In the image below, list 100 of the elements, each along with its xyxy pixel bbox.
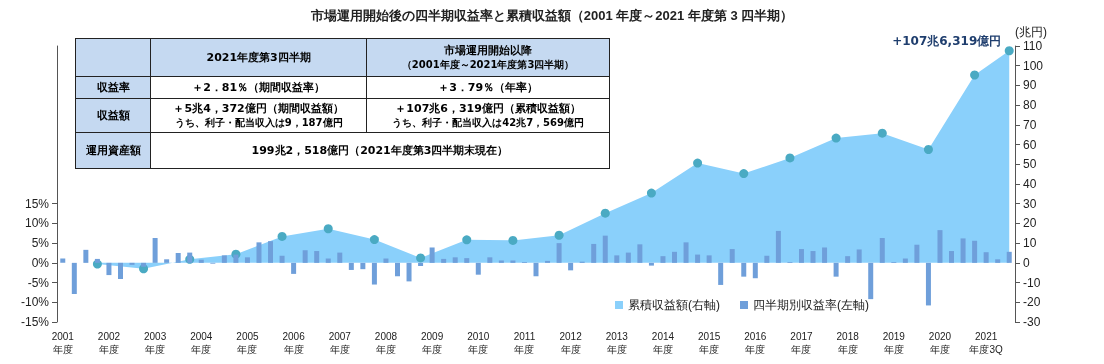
x-tick-label: 2002年度 bbox=[97, 331, 121, 355]
x-tick-label: 2009年度 bbox=[421, 331, 444, 355]
bar bbox=[464, 258, 470, 263]
bar bbox=[614, 255, 620, 263]
bar bbox=[833, 262, 839, 277]
y-tick-label: 15% bbox=[24, 196, 50, 211]
annotation: ＋2．81％（期間収益率） bbox=[150, 76, 367, 99]
annotation: ＋107兆6，319億円（累積収益額） bbox=[395, 102, 581, 115]
bar bbox=[452, 257, 458, 263]
bar bbox=[602, 235, 608, 263]
bar bbox=[256, 242, 262, 263]
bar bbox=[325, 258, 331, 263]
bar bbox=[60, 258, 66, 263]
y-tick-label: 10% bbox=[24, 216, 50, 231]
annotation: うち、利子・配当収入は9，187億円 bbox=[174, 117, 343, 128]
y2-tick-label: 10 bbox=[1023, 236, 1037, 251]
y-tick-label: -15% bbox=[20, 315, 50, 329]
bar bbox=[648, 262, 654, 266]
chart-title: 市場運用開始後の四半期収益率と累積収益額（2001 年度～2021 年度第 3 四半期） bbox=[309, 8, 794, 23]
y2-tick-label: 100 bbox=[1023, 58, 1044, 73]
bar bbox=[914, 244, 920, 263]
bar bbox=[314, 251, 320, 263]
bar bbox=[164, 259, 170, 263]
bar bbox=[937, 230, 943, 263]
bar bbox=[775, 230, 781, 263]
bar bbox=[510, 260, 516, 263]
x-tick-label: 2008年度 bbox=[374, 331, 398, 355]
bar bbox=[268, 241, 274, 263]
x-tick-label: 2006年度 bbox=[282, 331, 306, 355]
x-tick-label: 2018年度 bbox=[836, 331, 860, 355]
y2-tick-label: 70 bbox=[1023, 117, 1037, 132]
y2-tick-label: 50 bbox=[1023, 157, 1037, 172]
bar bbox=[279, 255, 285, 263]
bar bbox=[83, 249, 89, 263]
y2-axis-title: (兆円) bbox=[1015, 25, 1047, 39]
x-tick-label: 2005年度 bbox=[236, 331, 260, 355]
bar bbox=[498, 260, 504, 263]
y2-tick-label: -30 bbox=[1023, 315, 1041, 329]
annotation: +107兆6,319億円 bbox=[892, 33, 1002, 48]
bar bbox=[660, 256, 666, 263]
bar bbox=[729, 249, 735, 263]
annotation: 収益率 bbox=[75, 76, 151, 99]
bar bbox=[995, 259, 1001, 263]
bar bbox=[291, 262, 297, 274]
bar bbox=[233, 254, 239, 263]
bar bbox=[429, 247, 435, 263]
bar bbox=[706, 255, 712, 263]
y2-tick-label: -10 bbox=[1023, 275, 1041, 290]
bar bbox=[360, 262, 366, 270]
bar bbox=[672, 251, 678, 263]
bar bbox=[487, 257, 493, 263]
bar bbox=[810, 251, 816, 263]
y-tick-label: -5% bbox=[27, 275, 50, 290]
bar bbox=[371, 262, 377, 285]
bar bbox=[925, 262, 931, 306]
bar bbox=[856, 249, 862, 263]
bar bbox=[175, 253, 181, 263]
annotation: ＋3．79％（年率） bbox=[366, 76, 610, 99]
x-tick-label: 2019年度 bbox=[882, 331, 906, 355]
bar bbox=[1006, 251, 1012, 263]
y2-tick-label: 60 bbox=[1023, 137, 1037, 152]
x-tick-label: 2012年度 bbox=[559, 331, 583, 355]
bar bbox=[337, 252, 343, 263]
bar bbox=[71, 262, 77, 295]
bar bbox=[868, 262, 874, 300]
bar bbox=[764, 255, 770, 263]
bar bbox=[949, 251, 955, 263]
bar bbox=[637, 244, 643, 263]
bar bbox=[94, 258, 100, 263]
bar bbox=[798, 249, 804, 263]
y2-tick-label: 20 bbox=[1023, 216, 1037, 231]
bar bbox=[441, 258, 447, 263]
x-tick-label: 2014年度 bbox=[651, 331, 675, 355]
bar bbox=[221, 255, 227, 263]
annotation: 収益額 bbox=[75, 98, 151, 133]
bar bbox=[591, 243, 597, 263]
y-tick-label: 5% bbox=[31, 236, 50, 251]
annotation: 運用資産額 bbox=[75, 132, 151, 169]
y-tick-label: 0% bbox=[31, 255, 50, 270]
bar bbox=[902, 258, 908, 263]
bar bbox=[106, 262, 112, 276]
y-tick-label: -10% bbox=[20, 295, 50, 310]
x-tick-label: 2004年度 bbox=[190, 331, 213, 355]
x-tick-label: 2007年度 bbox=[328, 331, 352, 355]
annotation: 199兆2，518億円（2021年度第3四半期末現在） bbox=[150, 132, 610, 169]
y2-tick-label: 110 bbox=[1023, 39, 1043, 53]
x-tick-label: 2015年度 bbox=[698, 331, 721, 355]
bar bbox=[741, 262, 747, 277]
bar bbox=[406, 262, 412, 282]
bar bbox=[983, 252, 989, 263]
bar bbox=[683, 242, 689, 263]
x-tick-label: 2010年度 bbox=[467, 331, 490, 355]
bar bbox=[625, 252, 631, 263]
y2-tick-label: -20 bbox=[1023, 295, 1041, 310]
bar bbox=[394, 262, 400, 277]
legend-label: 累積収益額(右軸) bbox=[628, 298, 720, 312]
bar bbox=[695, 254, 701, 263]
bar bbox=[302, 250, 308, 263]
y2-tick-label: 40 bbox=[1023, 177, 1037, 191]
bar bbox=[141, 262, 147, 267]
